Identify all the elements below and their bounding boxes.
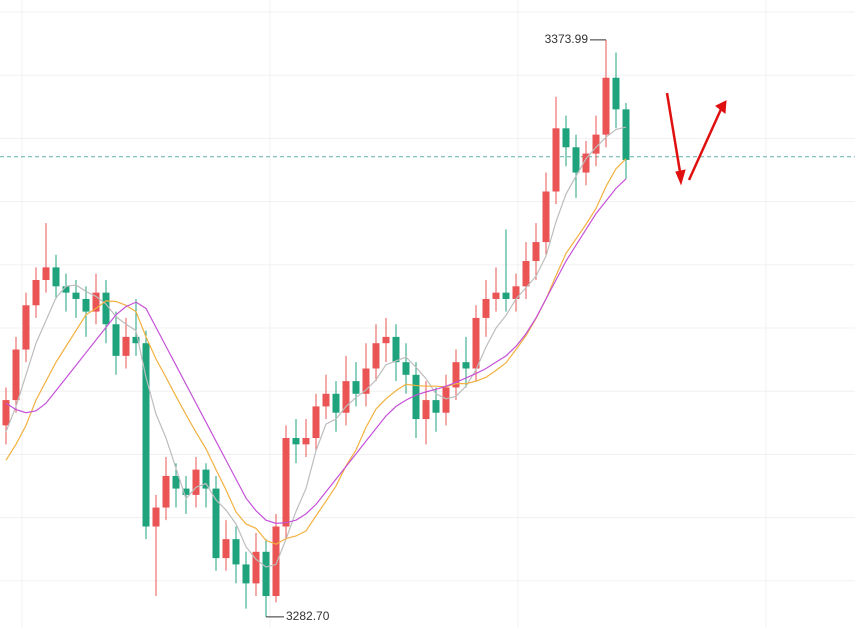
vertical-grid (21, 0, 767, 627)
candle-body (612, 77, 620, 110)
candle-body (42, 267, 50, 281)
candle-body (432, 400, 440, 413)
candle-body (592, 134, 600, 154)
moving-average (5, 126, 627, 568)
candle-body (32, 280, 40, 306)
arrow-head (715, 100, 727, 114)
candle-body (442, 387, 450, 413)
candle-body (402, 362, 410, 375)
candle-body (52, 267, 60, 287)
candle-body (292, 438, 300, 445)
candle-body (182, 488, 190, 495)
candle-body (112, 324, 120, 356)
candle-body (2, 400, 10, 426)
candle-body (62, 286, 70, 293)
candle-body (542, 191, 550, 243)
candle-body (572, 147, 580, 173)
candle-body (212, 488, 220, 559)
candle-body (322, 393, 330, 407)
candle-body (312, 406, 320, 439)
arrow-stroke (665, 92, 683, 179)
candle-body (272, 526, 280, 597)
candle-body (302, 438, 310, 445)
candle-body (12, 349, 20, 401)
candle-body (232, 539, 240, 565)
candle-body (472, 317, 480, 369)
candle-body (222, 539, 230, 559)
arrow-stroke (687, 106, 724, 181)
candle-body (332, 393, 340, 413)
moving-average (5, 158, 627, 545)
arrow-head (675, 169, 686, 186)
candle-body (492, 292, 500, 299)
candle-body (162, 475, 170, 508)
candle-body (562, 128, 570, 148)
candle-body (22, 305, 30, 350)
candle-body (282, 438, 290, 527)
candle-body (422, 400, 430, 420)
candle-body (372, 343, 380, 369)
candle-body (122, 336, 130, 356)
plot: 3373.99 3282.70 (0, 11, 855, 623)
candle-body (602, 77, 610, 135)
candle-body (382, 336, 390, 344)
candle-body (502, 292, 510, 299)
candle-body (82, 298, 90, 312)
candle-body (392, 336, 400, 363)
candle-body (412, 374, 420, 420)
candle-body (512, 286, 520, 299)
extreme-label: 3282.70 (286, 609, 330, 623)
candle-body (532, 242, 540, 262)
candle-body (342, 381, 350, 413)
candle-body (152, 507, 160, 527)
candle-body (92, 292, 100, 312)
candle-body (622, 109, 630, 160)
candle-body (172, 475, 180, 489)
candle-body (262, 551, 270, 597)
candle-body (202, 469, 210, 489)
candle-body (142, 343, 150, 527)
candle-body (582, 153, 590, 173)
candle-body (252, 551, 260, 584)
candle-body (462, 362, 470, 369)
candle-body (362, 368, 370, 394)
candle-body (102, 292, 110, 325)
candle-body (192, 469, 200, 495)
moving-average (5, 178, 627, 524)
candle-body (522, 261, 530, 287)
candle-body (482, 298, 490, 318)
candle-body (552, 128, 560, 192)
hand-arrows (665, 92, 727, 186)
candle-body (242, 564, 250, 584)
candle-body (452, 362, 460, 388)
extreme-label: 3373.99 (545, 32, 589, 46)
candle-body (72, 292, 80, 299)
candle-body (132, 336, 140, 344)
candle-body (352, 381, 360, 394)
